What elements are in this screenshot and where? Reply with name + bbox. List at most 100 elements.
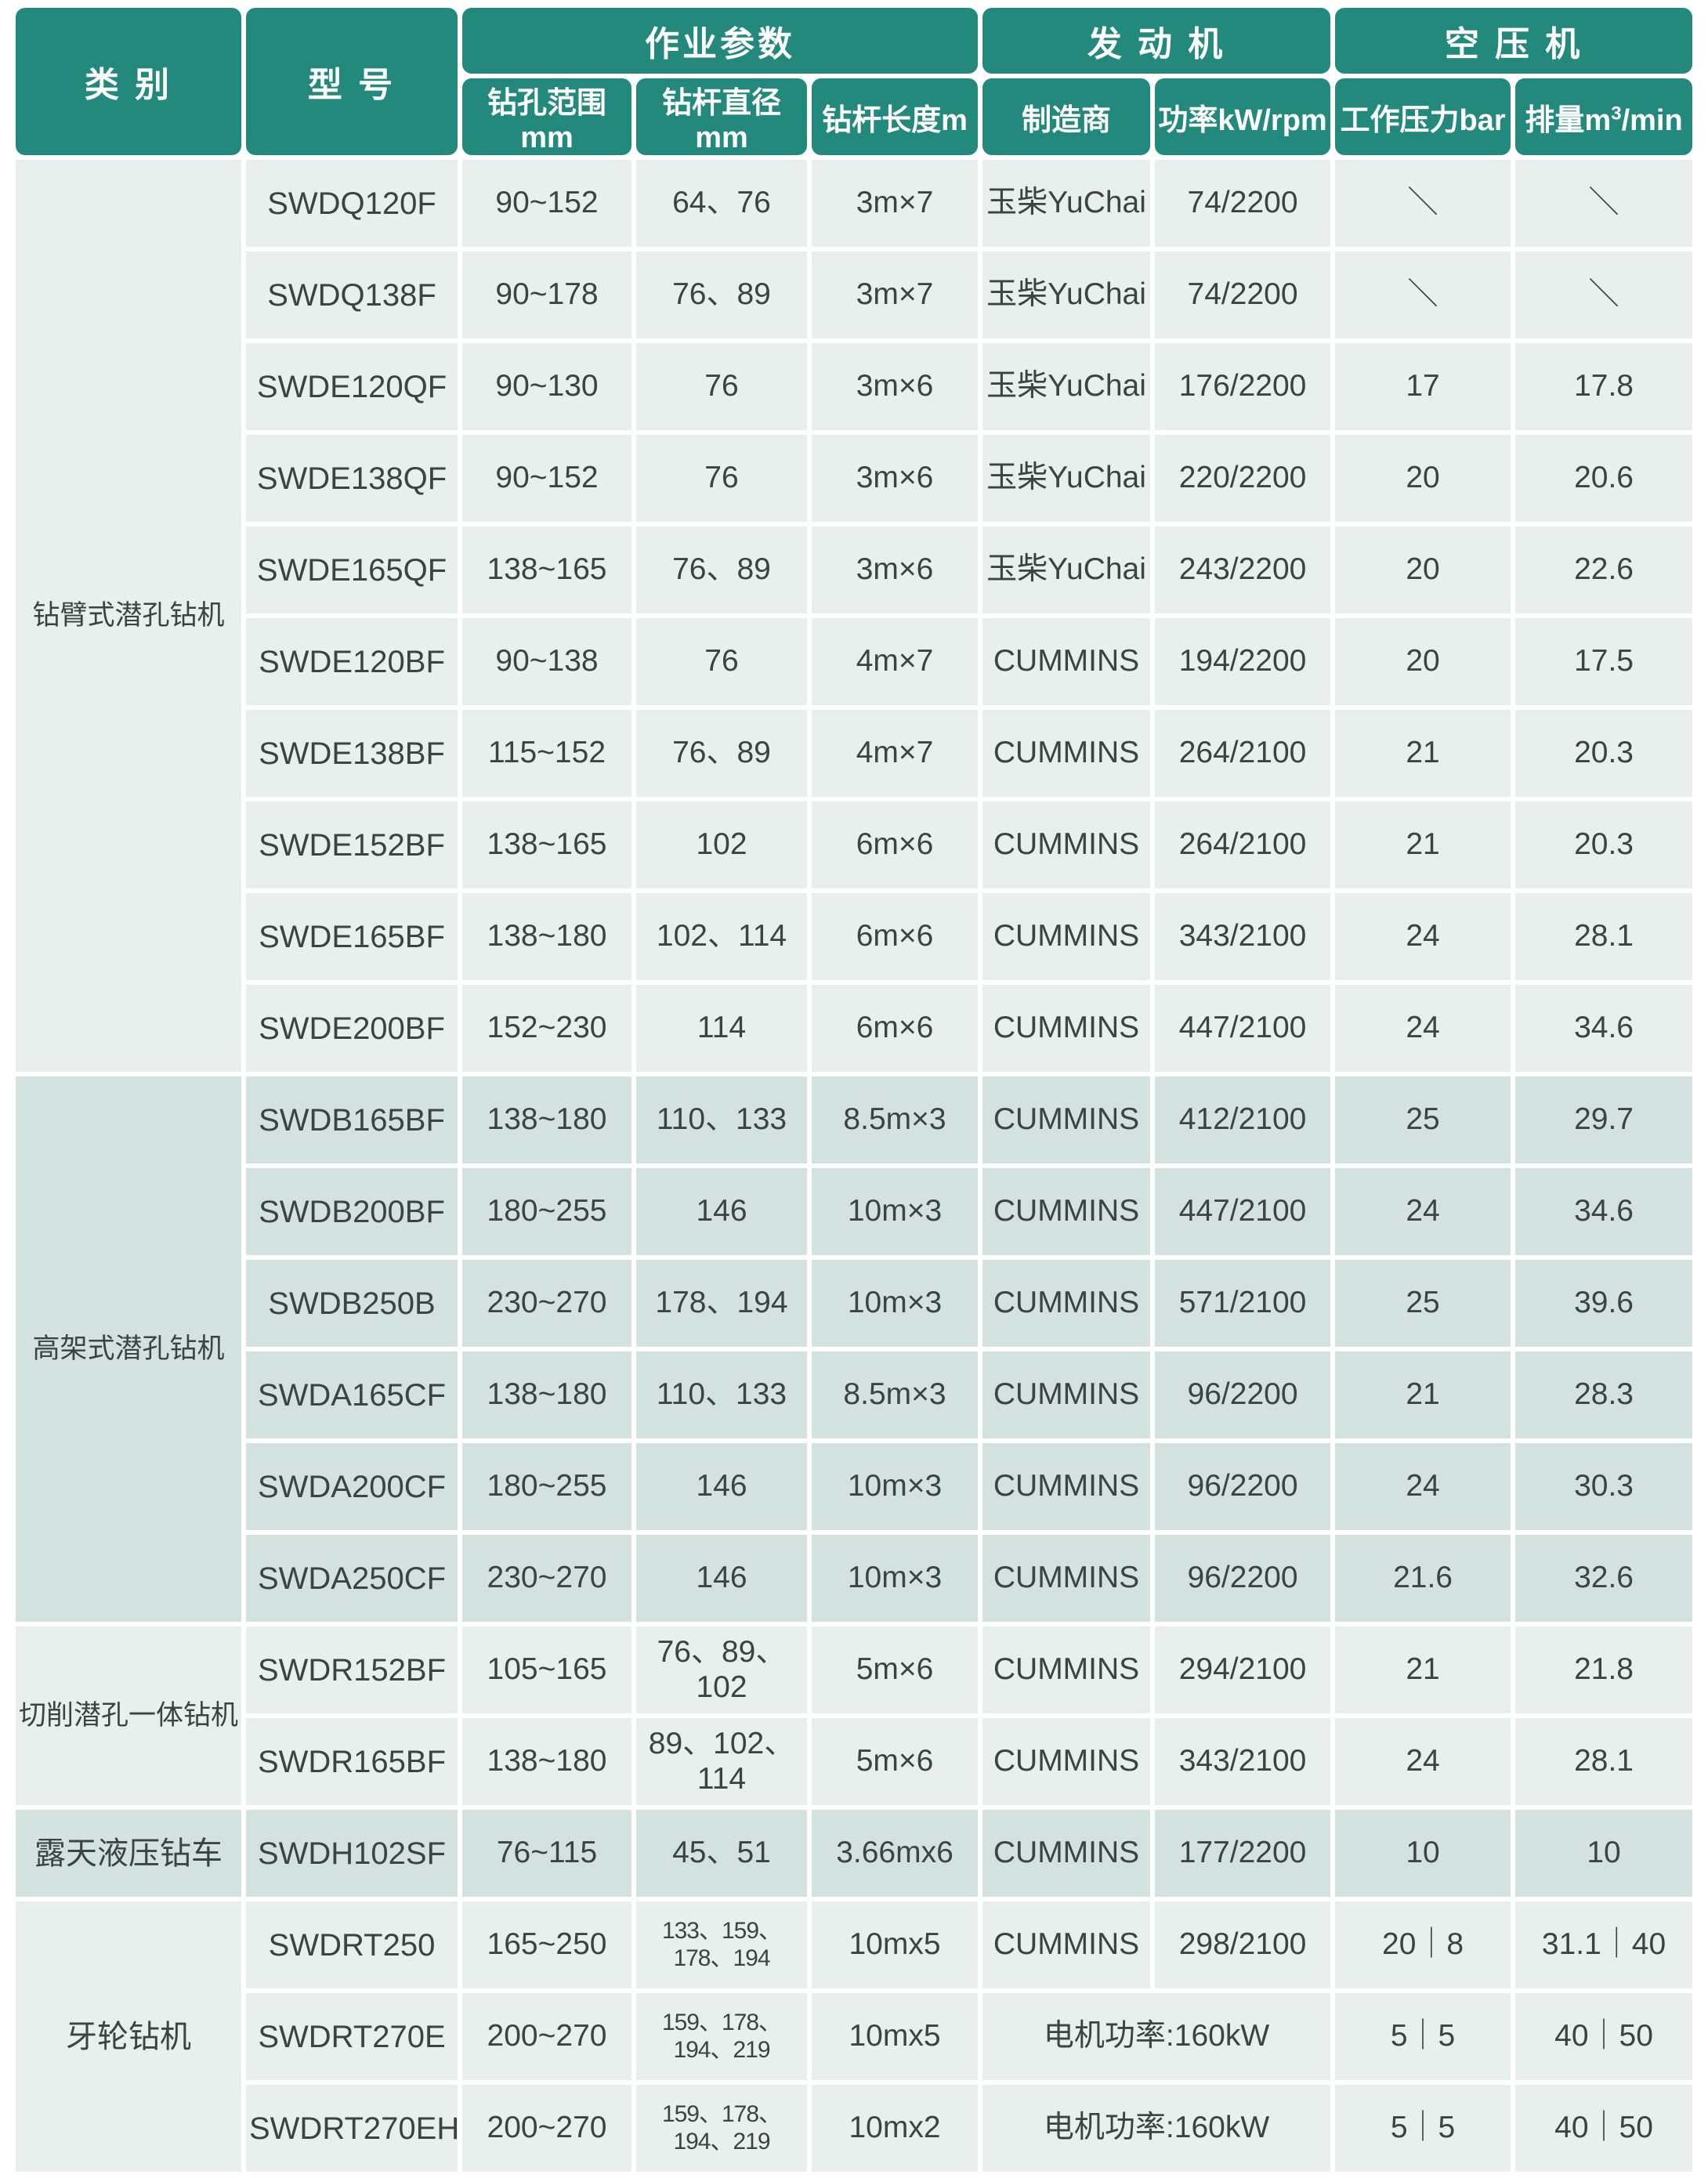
data-cell: 21 xyxy=(1335,1626,1511,1713)
col-header-category: 类 别 xyxy=(16,8,241,155)
data-cell: 30.3 xyxy=(1515,1443,1693,1530)
data-cell: 3.66mx6 xyxy=(812,1810,979,1897)
data-cell: 138~180 xyxy=(462,1718,631,1805)
data-cell: 34.6 xyxy=(1515,985,1693,1072)
data-cell: 76 xyxy=(636,618,807,705)
data-cell: 10 xyxy=(1515,1810,1693,1897)
table-row: 高架式潜孔钻机 SWDB165BF 138~180 110、133 8.5m×3 CUMM… xyxy=(16,1076,1693,1622)
data-cell: 90~178 xyxy=(462,251,631,338)
data-cell: 20.3 xyxy=(1515,801,1693,888)
table-row: SWDE120BF 90~138 76 4m×7 CUMMINS 194/2200 20 17… xyxy=(16,618,1693,705)
col-header-manufacturer: 制造商 xyxy=(982,78,1151,155)
header-row-groups: 类 别 型 号 作业参数 发 动 机 空 压 机 xyxy=(16,8,1693,155)
data-cell: 105~165 xyxy=(462,1626,631,1713)
data-cell: 146 xyxy=(636,1535,807,1622)
data-cell: 102、114 xyxy=(636,893,807,980)
data-cell: 146 xyxy=(636,1443,807,1530)
data-cell: 138~165 xyxy=(462,526,631,613)
data-cell: 76 xyxy=(636,435,807,522)
data-cell: 76 xyxy=(636,343,807,430)
col-group-operating-params: 作业参数 xyxy=(462,8,979,74)
data-cell: 玉柴YuChai xyxy=(982,343,1151,430)
data-cell: 96/2200 xyxy=(1155,1443,1331,1530)
data-cell: CUMMINS xyxy=(982,1168,1151,1255)
data-cell: 194/2200 xyxy=(1155,618,1331,705)
data-cell: 20 xyxy=(1335,618,1511,705)
data-cell: 4m×7 xyxy=(812,618,979,705)
data-cell: 29.7 xyxy=(1515,1076,1693,1163)
data-cell: 24 xyxy=(1335,1168,1511,1255)
data-cell: 159、178、194、219 xyxy=(636,1993,807,2080)
data-cell: 28.1 xyxy=(1515,893,1693,980)
data-cell: 20.6 xyxy=(1515,435,1693,522)
table-row: 牙轮钻机 SWDRT250 165~250 133、159、178、194 10mx5 C… xyxy=(16,1901,1693,2172)
data-cell: 24 xyxy=(1335,985,1511,1072)
table-row: SWDE120QF 90~130 76 3m×6 玉柴YuChai 176/2200 17 1… xyxy=(16,343,1693,430)
data-cell: 230~270 xyxy=(462,1535,631,1622)
data-cell: 90~130 xyxy=(462,343,631,430)
data-cell: CUMMINS xyxy=(982,1535,1151,1622)
data-cell: 230~270 xyxy=(462,1260,631,1347)
model-cell: SWDRT270E xyxy=(246,1993,458,2080)
data-cell: 3m×7 xyxy=(812,160,979,247)
col-header-displacement: 排量m3/min xyxy=(1515,78,1693,155)
model-cell: SWDE165BF xyxy=(246,893,458,980)
data-cell: 6m×6 xyxy=(812,893,979,980)
table-row: SWDE152BF 138~165 102 6m×6 CUMMINS 264/2100 21… xyxy=(16,801,1693,888)
col-header-rod-diameter: 钻杆直径mm xyxy=(636,78,807,155)
data-cell: 20｜8 xyxy=(1335,1901,1511,1988)
data-cell: 20 xyxy=(1335,526,1511,613)
data-cell: 10m×3 xyxy=(812,1168,979,1255)
data-cell: 24 xyxy=(1335,1718,1511,1805)
data-cell: 571/2100 xyxy=(1155,1260,1331,1347)
data-cell: 177/2200 xyxy=(1155,1810,1331,1897)
data-cell: 34.6 xyxy=(1515,1168,1693,1255)
model-cell: SWDE200BF xyxy=(246,985,458,1072)
table-row: SWDQ138F 90~178 76、89 3m×7 玉柴YuChai 74/2200 ＼ ＼ xyxy=(16,251,1693,338)
data-cell: 447/2100 xyxy=(1155,1168,1331,1255)
data-cell: CUMMINS xyxy=(982,1076,1151,1163)
table-row: SWDA200CF 180~255 146 10m×3 CUMMINS 96/2200 24… xyxy=(16,1443,1693,1530)
category-cell: 牙轮钻机 xyxy=(16,1901,241,2172)
col-header-displacement-suffix: /min xyxy=(1621,103,1683,137)
data-cell: 74/2200 xyxy=(1155,251,1331,338)
data-cell: 4m×7 xyxy=(812,710,979,797)
data-cell: 243/2200 xyxy=(1155,526,1331,613)
data-cell: 264/2100 xyxy=(1155,710,1331,797)
data-cell: 138~180 xyxy=(462,1351,631,1438)
data-cell: 10m×3 xyxy=(812,1535,979,1622)
header-row-sub: 钻孔范围mm 钻杆直径mm 钻杆长度m 制造商 功率kW/rpm 工作压力bar… xyxy=(16,78,1693,155)
model-cell: SWDE120QF xyxy=(246,343,458,430)
data-cell: ＼ xyxy=(1515,160,1693,247)
data-cell: 玉柴YuChai xyxy=(982,251,1151,338)
col-header-displacement-text: 排量m xyxy=(1525,103,1612,137)
data-cell: 电机功率:160kW xyxy=(982,1993,1331,2080)
data-cell: CUMMINS xyxy=(982,1810,1151,1897)
data-cell: 10m×3 xyxy=(812,1260,979,1347)
data-cell: 20.3 xyxy=(1515,710,1693,797)
table-row: 钻臂式潜孔钻机 SWDQ120F 90~152 64、76 3m×7 玉柴YuChai 74… xyxy=(16,160,1693,1072)
table-body: 钻臂式潜孔钻机 SWDQ120F 90~152 64、76 3m×7 玉柴YuChai 74… xyxy=(16,160,1693,2172)
data-cell: 40｜50 xyxy=(1515,1993,1693,2080)
data-cell: 138~180 xyxy=(462,893,631,980)
model-cell: SWDRT250 xyxy=(246,1901,458,1988)
data-cell: 玉柴YuChai xyxy=(982,160,1151,247)
data-cell: 412/2100 xyxy=(1155,1076,1331,1163)
data-cell: 17.8 xyxy=(1515,343,1693,430)
data-cell: 28.1 xyxy=(1515,1718,1693,1805)
table-row: SWDA250CF 230~270 146 10m×3 CUMMINS 96/2200 21… xyxy=(16,1535,1693,1622)
data-cell: 28.3 xyxy=(1515,1351,1693,1438)
model-cell: SWDE165QF xyxy=(246,526,458,613)
data-cell: 264/2100 xyxy=(1155,801,1331,888)
data-cell: 180~255 xyxy=(462,1443,631,1530)
data-cell: 159、178、194、219 xyxy=(636,2085,807,2172)
data-cell: 180~255 xyxy=(462,1168,631,1255)
data-cell: 32.6 xyxy=(1515,1535,1693,1622)
data-cell: 10mx5 xyxy=(812,1993,979,2080)
model-cell: SWDR152BF xyxy=(246,1626,458,1713)
data-cell: 21 xyxy=(1335,1351,1511,1438)
category-cell: 露天液压钻车 xyxy=(16,1810,241,1897)
data-cell: 96/2200 xyxy=(1155,1535,1331,1622)
data-cell: 17 xyxy=(1335,343,1511,430)
